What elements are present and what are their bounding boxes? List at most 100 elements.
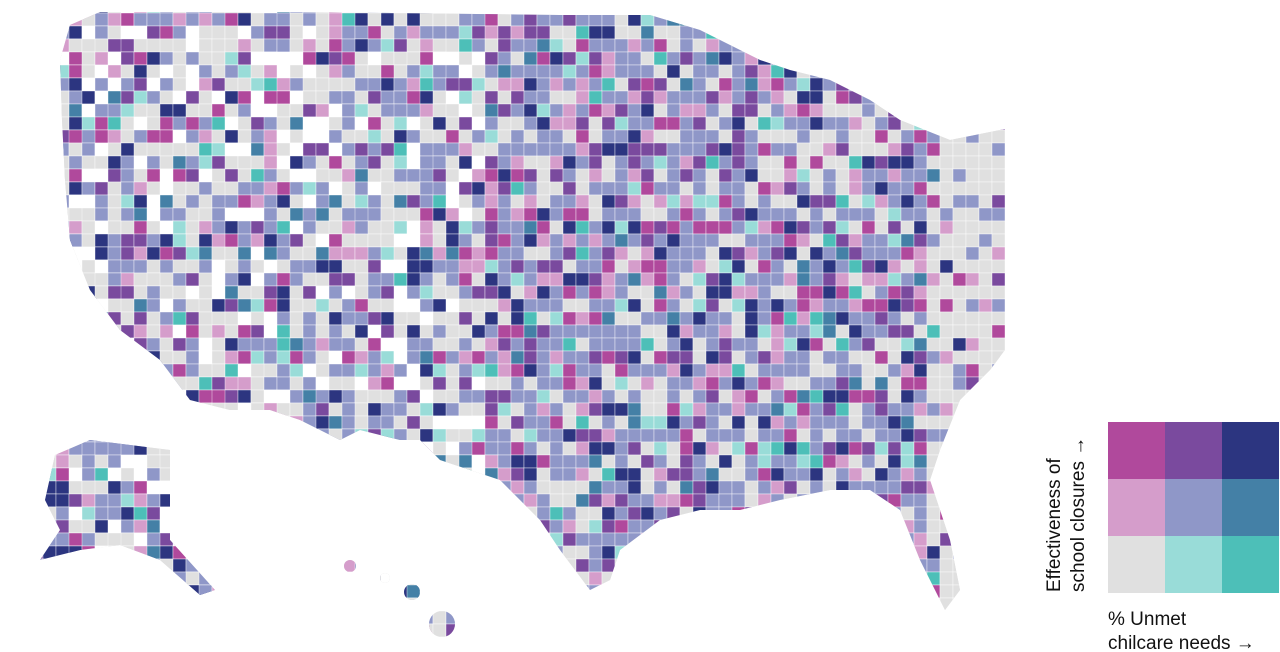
- county: [601, 38, 616, 53]
- county: [354, 129, 369, 144]
- county: [367, 636, 395, 637]
- county: [497, 90, 512, 105]
- county: [341, 636, 369, 637]
- county: [159, 454, 187, 469]
- county: [42, 51, 57, 66]
- county: [575, 285, 590, 300]
- county: [770, 77, 785, 92]
- county: [471, 389, 486, 404]
- county: [341, 90, 356, 105]
- county: [692, 610, 707, 625]
- county: [692, 272, 707, 287]
- county: [81, 77, 96, 92]
- county: [42, 480, 57, 495]
- county: [497, 441, 512, 456]
- county: [354, 324, 369, 339]
- county: [55, 506, 70, 521]
- county: [653, 532, 668, 547]
- county: [549, 597, 564, 612]
- county: [367, 90, 382, 105]
- county: [783, 259, 798, 274]
- county: [835, 558, 850, 573]
- county: [237, 480, 252, 495]
- county: [549, 389, 564, 404]
- county: [497, 207, 512, 222]
- county: [263, 545, 291, 560]
- county: [601, 506, 616, 521]
- county: [705, 12, 720, 27]
- county: [354, 441, 382, 456]
- county: [68, 168, 83, 183]
- county: [55, 272, 83, 287]
- county: [978, 129, 993, 144]
- county: [68, 103, 83, 118]
- county: [224, 597, 252, 612]
- county: [250, 467, 278, 482]
- county: [120, 454, 135, 469]
- county: [68, 142, 83, 157]
- county: [367, 532, 395, 547]
- county: [133, 12, 148, 27]
- county: [549, 129, 564, 144]
- county: [640, 441, 655, 456]
- county: [367, 51, 382, 66]
- county: [978, 246, 993, 261]
- county: [705, 519, 720, 534]
- county: [224, 454, 239, 469]
- county: [783, 77, 798, 92]
- county: [380, 402, 395, 417]
- county: [445, 493, 460, 508]
- county: [185, 506, 213, 521]
- county: [341, 246, 356, 261]
- county: [458, 571, 473, 586]
- county: [757, 519, 772, 534]
- county: [380, 207, 395, 222]
- county: [705, 558, 720, 573]
- county: [341, 116, 356, 131]
- county: [874, 519, 889, 534]
- county: [926, 376, 941, 391]
- county: [510, 584, 525, 599]
- county: [796, 194, 811, 209]
- county: [94, 324, 122, 339]
- county: [640, 584, 655, 599]
- county: [198, 467, 226, 482]
- county: [601, 571, 616, 586]
- county: [887, 272, 902, 287]
- county: [731, 38, 746, 53]
- county: [731, 168, 746, 183]
- legend-swatch: [1222, 479, 1279, 536]
- county: [55, 103, 70, 118]
- county: [94, 116, 109, 131]
- county: [744, 623, 759, 637]
- county: [198, 12, 226, 14]
- county: [965, 454, 980, 469]
- county: [367, 545, 382, 560]
- county: [692, 129, 707, 144]
- county: [380, 77, 395, 92]
- county: [900, 519, 915, 534]
- county: [744, 142, 759, 157]
- county: [328, 194, 343, 209]
- county: [991, 181, 1006, 196]
- county: [393, 389, 408, 404]
- county: [965, 415, 980, 430]
- county: [354, 623, 382, 637]
- county: [783, 428, 798, 443]
- county: [419, 12, 447, 14]
- county: [666, 207, 681, 222]
- county: [770, 415, 785, 430]
- county: [783, 610, 798, 625]
- county: [692, 142, 707, 157]
- county: [744, 402, 759, 417]
- county: [653, 194, 668, 209]
- county: [952, 285, 967, 300]
- county: [705, 324, 720, 339]
- county: [42, 116, 57, 131]
- county: [874, 129, 889, 144]
- county: [705, 467, 720, 482]
- county: [952, 363, 967, 378]
- county: [965, 389, 980, 404]
- county: [471, 467, 486, 482]
- county: [302, 142, 317, 157]
